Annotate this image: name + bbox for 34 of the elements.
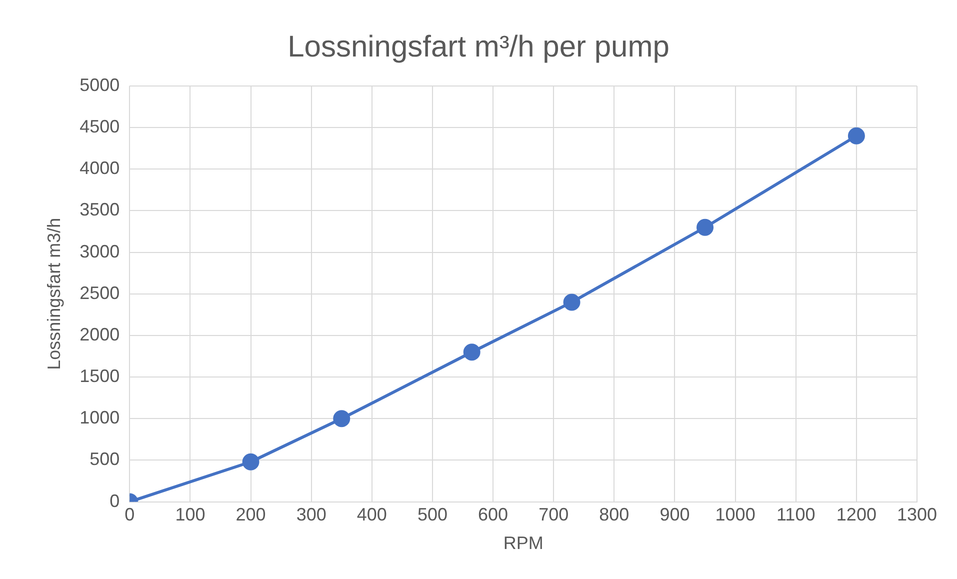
x-tick-label: 100	[175, 504, 206, 525]
y-tick-label: 2500	[80, 282, 120, 303]
point	[563, 294, 580, 311]
y-axis-title: Lossningsfart m3/h	[44, 218, 64, 370]
y-tick-label: 1500	[80, 366, 120, 386]
x-tick-label: 1000	[715, 504, 756, 525]
x-axis-title: RPM	[503, 533, 544, 554]
point	[848, 127, 865, 144]
x-tick-label: 300	[296, 504, 326, 525]
y-tick-label: 2000	[80, 324, 120, 344]
x-tick-label: 200	[236, 504, 266, 525]
point	[463, 344, 480, 361]
y-tick-label: 3000	[80, 241, 120, 262]
x-tick-label: 0	[124, 504, 135, 525]
y-tick-label: 3500	[80, 200, 120, 220]
chart-title: Lossningsfart m³/h per pump	[288, 30, 670, 64]
x-tick-label: 800	[599, 504, 630, 525]
y-tick-label: 4000	[80, 158, 120, 178]
x-tick-label: 500	[417, 504, 448, 525]
y-tick-label: 5000	[80, 74, 120, 95]
point	[242, 453, 260, 470]
y-tick-label: 1000	[80, 408, 120, 428]
x-tick-label: 400	[356, 504, 387, 525]
point	[333, 410, 350, 428]
x-tick-label: 700	[538, 504, 569, 525]
x-tick-label: 1200	[836, 504, 876, 525]
x-tick-label: 1100	[776, 504, 816, 525]
x-tick-label: 1300	[896, 504, 938, 525]
y-tick-label: 4500	[80, 116, 120, 137]
x-tick-label: 600	[478, 504, 508, 525]
point	[696, 218, 714, 236]
y-tick-label: 500	[90, 449, 120, 470]
x-tick-label: 900	[660, 504, 690, 525]
y-tick-label: 0	[110, 490, 120, 511]
